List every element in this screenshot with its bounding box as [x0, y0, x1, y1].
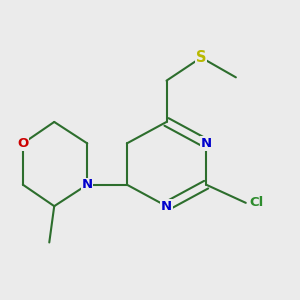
Text: O: O — [17, 137, 28, 150]
Text: S: S — [196, 50, 206, 65]
Text: N: N — [201, 137, 212, 150]
Text: N: N — [82, 178, 93, 191]
Text: N: N — [161, 200, 172, 213]
Text: Cl: Cl — [249, 196, 263, 209]
